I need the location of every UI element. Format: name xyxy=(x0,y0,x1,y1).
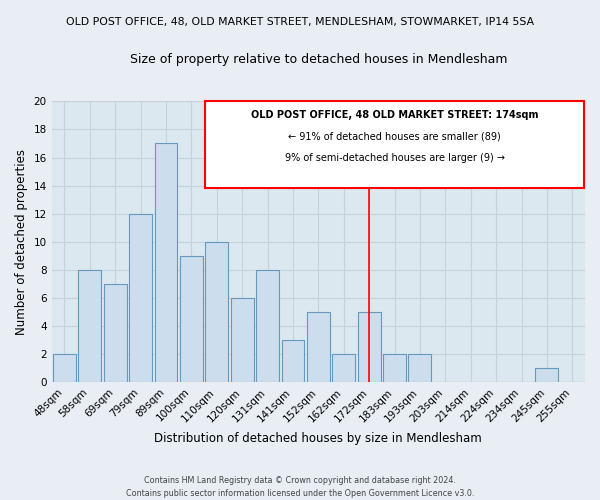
Bar xyxy=(205,102,584,188)
Bar xyxy=(205,242,228,382)
Bar xyxy=(129,214,152,382)
Bar xyxy=(535,368,559,382)
Bar xyxy=(231,298,254,382)
Text: OLD POST OFFICE, 48 OLD MARKET STREET: 174sqm: OLD POST OFFICE, 48 OLD MARKET STREET: 1… xyxy=(251,110,538,120)
Bar xyxy=(332,354,355,382)
Bar xyxy=(358,312,380,382)
Text: ← 91% of detached houses are smaller (89): ← 91% of detached houses are smaller (89… xyxy=(288,132,501,141)
Bar xyxy=(79,270,101,382)
Bar xyxy=(53,354,76,382)
Bar xyxy=(180,256,203,382)
Text: Contains HM Land Registry data © Crown copyright and database right 2024.
Contai: Contains HM Land Registry data © Crown c… xyxy=(126,476,474,498)
Bar xyxy=(409,354,431,382)
Bar xyxy=(155,144,178,382)
Bar xyxy=(307,312,330,382)
Y-axis label: Number of detached properties: Number of detached properties xyxy=(15,148,28,334)
Title: Size of property relative to detached houses in Mendlesham: Size of property relative to detached ho… xyxy=(130,52,507,66)
Bar xyxy=(104,284,127,382)
X-axis label: Distribution of detached houses by size in Mendlesham: Distribution of detached houses by size … xyxy=(154,432,482,445)
Bar xyxy=(256,270,279,382)
Bar xyxy=(383,354,406,382)
Bar xyxy=(281,340,304,382)
Text: OLD POST OFFICE, 48, OLD MARKET STREET, MENDLESHAM, STOWMARKET, IP14 5SA: OLD POST OFFICE, 48, OLD MARKET STREET, … xyxy=(66,18,534,28)
Text: 9% of semi-detached houses are larger (9) →: 9% of semi-detached houses are larger (9… xyxy=(284,152,505,162)
